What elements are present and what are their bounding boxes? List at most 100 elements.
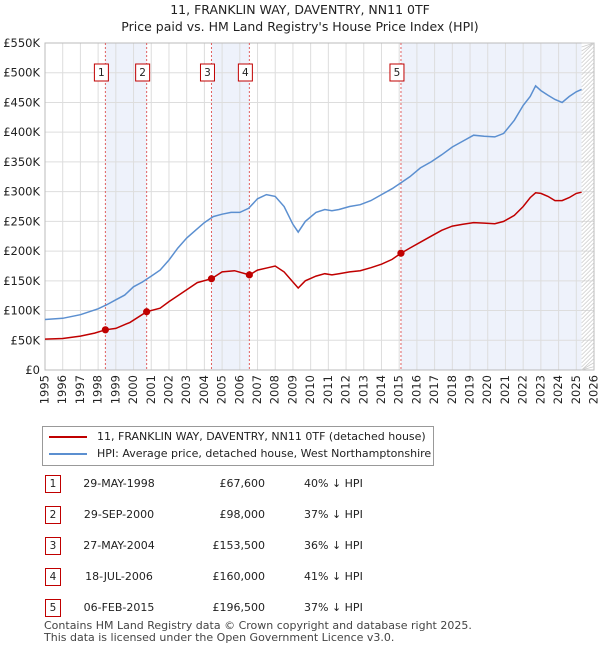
sale-hpi-diff: 37% ↓ HPI (304, 601, 363, 614)
hatch-stroke (581, 158, 595, 172)
hatch-stroke (581, 174, 595, 188)
sale-point (245, 271, 253, 279)
hatch-stroke (581, 266, 595, 280)
sale-hpi-diff: 37% ↓ HPI (304, 508, 363, 521)
chart-legend: 11, FRANKLIN WAY, DAVENTRY, NN11 0TF (de… (42, 426, 434, 466)
x-tick-label: 1995 (38, 375, 52, 404)
sale-price: £98,000 (219, 508, 266, 521)
hatch-stroke (581, 74, 595, 88)
sale-row: 1 29-MAY-1998 £67,600 40% ↓ HPI (42, 470, 442, 501)
sale-marker-box (389, 63, 405, 82)
hatch-stroke (581, 42, 595, 52)
sale-point (101, 326, 109, 334)
hatch-stroke (581, 226, 595, 240)
x-tick-label: 2008 (268, 375, 282, 404)
hatch-stroke (581, 42, 595, 56)
series-line-property (44, 191, 582, 340)
sale-date: 06-FEB-2015 (83, 601, 155, 614)
x-tick-label: 2010 (303, 375, 317, 404)
hatch-stroke (581, 238, 595, 252)
hatch-stroke (581, 102, 595, 116)
x-tick-label: 1999 (108, 375, 122, 404)
sale-price: £67,600 (219, 477, 266, 490)
hatch-stroke (581, 142, 595, 156)
hatch-stroke (581, 234, 595, 248)
sale-price: £160,000 (212, 570, 266, 583)
x-tick-label: 2023 (533, 375, 547, 404)
y-tick-label: £200K (3, 244, 40, 258)
hatch-stroke (581, 258, 595, 272)
sale-number-badge: 4 (45, 568, 61, 586)
price-chart: 1 2 3 4 5 £0 £50K £100K £150K £200K £250K £300K £35… (3, 36, 600, 404)
sale-point (143, 308, 151, 316)
sale-date: 29-MAY-1998 (83, 477, 155, 490)
x-tick-label: 2004 (197, 375, 211, 404)
sale-marker-label: 3 (204, 67, 211, 79)
hatch-stroke (581, 106, 595, 120)
hatch-stroke (581, 182, 595, 196)
x-tick-label: 2016 (409, 375, 423, 404)
hatch-stroke (581, 294, 595, 308)
y-tick-label: £50K (11, 333, 41, 347)
y-tick-label: £150K (3, 274, 40, 288)
sale-date: 29-SEP-2000 (83, 508, 155, 521)
x-tick-label: 2000 (126, 375, 140, 404)
hatch-stroke (581, 114, 595, 128)
hatch-stroke (581, 306, 595, 320)
x-tick-label: 2011 (321, 375, 335, 404)
hatch-stroke (581, 342, 595, 356)
legend-swatch-property (49, 436, 87, 438)
y-tick-label: £350K (3, 155, 40, 169)
sale-marker-lines (104, 43, 402, 370)
legend-item-hpi: HPI: Average price, detached house, West… (49, 446, 431, 462)
sales-table: 1 29-MAY-1998 £67,600 40% ↓ HPI 2 29-SEP… (42, 470, 442, 625)
hatch-stroke (581, 54, 595, 68)
x-tick-label: 2002 (161, 375, 175, 404)
sale-period-band (105, 43, 147, 370)
y-tick-label: £400K (3, 125, 40, 139)
hatch-stroke (581, 278, 595, 292)
hatch-stroke (581, 222, 595, 236)
legend-item-property: 11, FRANKLIN WAY, DAVENTRY, NN11 0TF (de… (49, 429, 426, 445)
hatch-stroke (581, 178, 595, 192)
hatch-stroke (581, 58, 595, 72)
footer-copyright: Contains HM Land Registry data © Crown c… (44, 619, 472, 632)
hatch-stroke (581, 274, 595, 288)
x-tick-label: 2007 (250, 375, 264, 404)
hatch-stroke (581, 250, 595, 264)
x-tick-label: 2015 (392, 375, 406, 404)
x-tick-label: 2005 (215, 375, 229, 404)
x-tick-label: 2021 (498, 375, 512, 404)
hatch-stroke (581, 170, 595, 184)
sale-number-badge: 5 (45, 599, 61, 617)
hatch-stroke (581, 246, 595, 260)
y-tick-label: £550K (3, 36, 40, 50)
hatch-stroke (581, 230, 595, 244)
future-hatch (581, 42, 595, 371)
sale-row: 4 18-JUL-2006 £160,000 41% ↓ HPI (42, 563, 442, 594)
hatch-stroke (581, 318, 595, 332)
x-tick-label: 2018 (445, 375, 459, 404)
sale-hpi-diff: 40% ↓ HPI (304, 477, 363, 490)
sale-marker-box (135, 63, 151, 82)
hatch-stroke (581, 126, 595, 140)
sale-date: 18-JUL-2006 (85, 570, 153, 583)
x-tick-label: 2013 (356, 375, 370, 404)
hatch-stroke (581, 162, 595, 176)
x-tick-label: 2020 (480, 375, 494, 404)
hatch-stroke (581, 338, 595, 352)
sale-row: 2 29-SEP-2000 £98,000 37% ↓ HPI (42, 501, 442, 532)
hatch-stroke (581, 366, 595, 371)
hatch-stroke (581, 314, 595, 328)
hatch-stroke (581, 90, 595, 104)
hatch-stroke (581, 362, 595, 371)
hatch-stroke (581, 138, 595, 152)
hatch-stroke (581, 270, 595, 284)
y-tick-label: £100K (3, 304, 40, 318)
x-tick-label: 2017 (427, 375, 441, 404)
sale-date: 27-MAY-2004 (83, 539, 155, 552)
hatch-stroke (581, 62, 595, 76)
sale-row: 5 06-FEB-2015 £196,500 37% ↓ HPI (42, 594, 442, 625)
hatch-stroke (581, 150, 595, 164)
x-tick-label: 1998 (91, 375, 105, 404)
